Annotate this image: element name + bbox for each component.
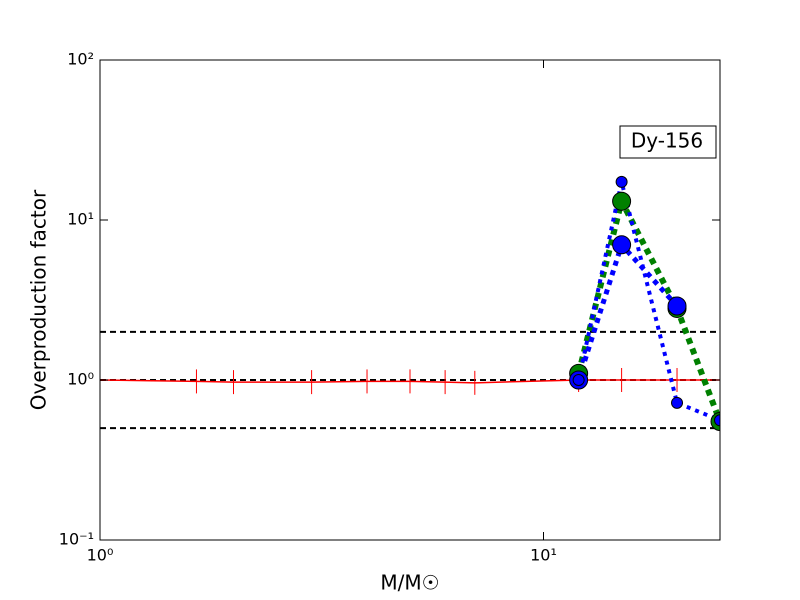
- series-line: [100, 379, 720, 384]
- x-tick-label: 10⁰: [87, 546, 114, 565]
- marker: [615, 175, 628, 188]
- y-tick-label: 10⁰: [67, 370, 94, 389]
- series-line: [575, 192, 720, 423]
- y-tick-label: 10²: [67, 50, 94, 69]
- marker: [714, 414, 720, 427]
- marker: [667, 296, 687, 316]
- x-tick-label: 10¹: [530, 546, 557, 565]
- plot-area: [100, 175, 720, 432]
- annotation: Dy-156: [631, 129, 703, 153]
- series-line: [576, 181, 720, 423]
- annotation-box: [619, 125, 717, 159]
- x-axis-label: M/M☉: [380, 571, 439, 595]
- marker: [612, 235, 632, 255]
- marker: [572, 374, 585, 386]
- axes-frame: [99, 59, 721, 541]
- marker: [671, 396, 684, 409]
- y-axis-label: Overproduction factor: [27, 189, 51, 410]
- marker: [612, 191, 632, 211]
- y-tick-label: 10¹: [67, 210, 94, 229]
- y-tick-label: 10⁻¹: [59, 530, 94, 549]
